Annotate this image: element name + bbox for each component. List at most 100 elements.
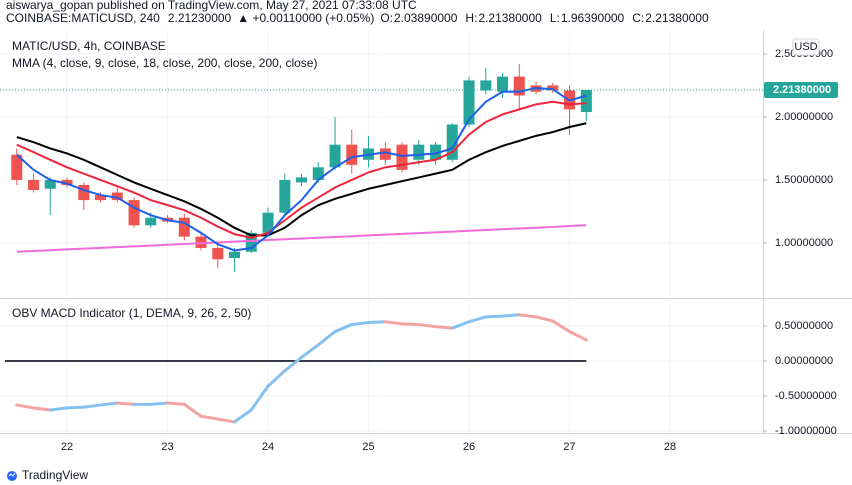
y-tick-label: -0.50000000 (775, 390, 837, 402)
indicator-segment (434, 325, 454, 330)
candle-body (413, 144, 425, 160)
candle-body (296, 177, 308, 183)
candle-body (379, 148, 391, 160)
y-tick-label: 1.50000000 (775, 174, 833, 186)
candle-body (430, 144, 442, 160)
moving-average-line (16, 86, 587, 252)
indicator-segment (551, 319, 572, 334)
indicator-segment (517, 313, 538, 319)
moving-average-line (16, 224, 587, 253)
header-field: 2.21230000 (168, 11, 232, 25)
indicator-segment (333, 323, 354, 334)
header-field: 1.96390000 (561, 11, 625, 25)
indicator-segment (383, 320, 404, 326)
x-tick-label: 27 (563, 441, 575, 453)
indicator-segment (501, 313, 521, 318)
header-field: H: (465, 11, 477, 25)
y-tick-label: 0.50000000 (775, 320, 833, 332)
candle-body (178, 217, 190, 237)
x-tick-label: 26 (463, 441, 475, 453)
candle-body (480, 80, 492, 91)
x-tick-label: 25 (362, 441, 374, 453)
indicator-segment (82, 403, 103, 409)
publisher: aiswarya_gopan published on TradingView.… (6, 0, 417, 12)
indicator-segment (350, 320, 371, 327)
indicator-segment (233, 408, 253, 424)
indicator-segment (467, 315, 488, 324)
candle-body (463, 80, 475, 125)
indicator-segment (166, 401, 186, 406)
moving-average-line (16, 100, 587, 239)
moving-average-line (16, 122, 587, 237)
candle-body (28, 179, 40, 191)
candle-body (145, 217, 157, 226)
x-tick-label: 22 (61, 441, 73, 453)
candle-body (497, 76, 509, 92)
candle-body (78, 184, 90, 201)
indicator-segment (199, 414, 220, 421)
indicator-segment (568, 330, 588, 342)
candle-body (245, 232, 257, 252)
pane: 22 23 24 25 26 27 28 -1.00000000 -0.50000000 0.00… (0, 300, 837, 453)
pane-title: OBV MACD Indicator (1, DEMA, 9, 26, 2, 5… (12, 306, 251, 320)
indicator-segment (316, 330, 337, 347)
y-tick-label: 2.00000000 (775, 111, 833, 123)
header-field: COINBASE:MATICUSD, 240 (6, 11, 160, 25)
indicator-segment (400, 322, 421, 327)
indicator-segment (417, 323, 438, 329)
indicator-legend: MMA (4, close, 9, close, 18, close, 200,… (12, 56, 317, 70)
x-tick-label: 24 (262, 441, 274, 453)
candle-body (11, 154, 23, 180)
indicator-segment (266, 369, 287, 388)
candle-body (95, 195, 107, 201)
candle-body (111, 192, 123, 201)
indicator-segment (484, 314, 505, 319)
candle-body (346, 144, 358, 165)
pane: 1.000000001.500000002.000000002.50000000… (0, 30, 838, 298)
indicator-segment (32, 406, 52, 412)
header-field: ▲ +0.00110000 (+0.05%) (237, 11, 374, 25)
indicator-segment (249, 384, 270, 412)
unit-box (792, 38, 820, 56)
indicator-segment (216, 417, 237, 424)
last-price-box (764, 82, 838, 99)
indicator-segment (15, 403, 36, 410)
header-field: 2.03890000 (394, 11, 458, 25)
indicator-segment (65, 405, 86, 410)
symbol-bar: COINBASE:MATICUSD, 240 2.21230000 ▲ +0.001… (6, 11, 709, 25)
candle-body (128, 200, 140, 226)
candle-body (44, 179, 56, 189)
logo-mark (8, 472, 16, 477)
candle-body (61, 179, 73, 185)
candle-body (229, 251, 241, 259)
brand-logo: TradingView (7, 468, 88, 482)
candle-body (262, 212, 274, 233)
candle-body (513, 76, 525, 96)
header-field: C: (632, 11, 644, 25)
candle-body (212, 247, 224, 260)
indicator-segment (115, 401, 136, 406)
x-tick-label: 23 (161, 441, 173, 453)
unit-label: USD (794, 41, 817, 53)
indicator-segment (534, 315, 555, 323)
pane-title: MATIC/USD, 4h, COINBASE (12, 39, 166, 53)
indicator-segment (182, 402, 203, 418)
candle-body (580, 90, 592, 113)
candle-body (279, 179, 291, 213)
indicator-segment (149, 401, 170, 406)
candle-body (329, 144, 341, 168)
indicator-segment (450, 320, 471, 330)
indicator-segment (99, 401, 119, 407)
header-field: 2.21380000 (645, 11, 709, 25)
candle-body (312, 167, 324, 180)
logo-icon (7, 471, 17, 481)
y-tick-label: -1.00000000 (775, 425, 837, 437)
indicator-segment (300, 343, 320, 359)
candle-body (547, 85, 559, 91)
indicator-segment (48, 406, 69, 412)
indicator-segment (283, 355, 304, 373)
y-tick-label: 0.00000000 (775, 355, 833, 367)
x-tick-label: 28 (664, 441, 676, 453)
